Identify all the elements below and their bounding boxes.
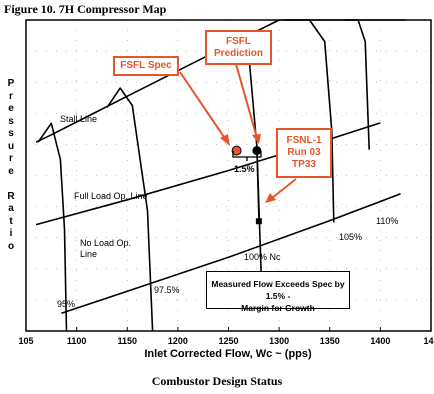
label-stall-line: Stall Line [60,114,97,124]
x-axis-label: Inlet Corrected Flow, Wc ~ (pps) [144,348,312,360]
label-speed-975: 97.5% [154,285,180,295]
series-line-full-load-op-line [35,122,381,226]
callout-arrowhead-spec [220,134,230,146]
x-tick-label: 1200 [168,336,188,346]
callout-fsfl-spec-text: FSFL Spec [120,60,172,71]
prediction-drop-line [256,150,260,222]
y-axis-label-char: t [9,215,13,227]
speed-line-110- [344,19,370,150]
x-tick-label: 1250 [218,336,238,346]
point-fsnl-run03 [255,218,262,225]
y-axis-label-char: r [9,153,13,164]
x-tick-label: 1150 [117,336,137,346]
label-margin: 1.5% [234,164,255,174]
margin-note-line1: Measured Flow Exceeds Spec by 1.5% - [211,279,345,301]
label-speed-95: 95% [57,299,75,309]
y-axis-label-char: e [8,165,14,177]
label-speed-100: 100% Nc [244,252,281,262]
x-ticks: 105 1100 1150 1200 1250 1300 1350 1400 145 [18,327,434,346]
x-tick-label: 145 [423,336,434,346]
x-tick-label: 1350 [320,336,340,346]
x-tick-label: 1100 [67,336,87,346]
callout-fsnl: FSNL-1 Run 03 TP33 [276,128,332,178]
speed-line-97-5- [106,87,154,332]
callout-fsfl-prediction-line2: Prediction [214,48,263,59]
label-no-load-1: No Load Op. [80,238,131,248]
x-tick-label: 105 [18,336,33,346]
callout-fsnl-line3: TP33 [292,159,316,170]
y-axis-label-char: s [8,128,14,139]
y-axis-label-char: R [7,190,15,202]
speed-line-105- [284,19,335,223]
series-line-no-load-op-line [61,193,401,315]
label-speed-110: 110% [376,216,398,226]
margin-bracket [232,151,262,161]
y-axis-label-char: u [7,140,15,152]
y-axis-label-char: e [8,103,14,114]
callout-arrowhead-fsnl [265,193,276,203]
x-tick-label: 1300 [269,336,289,346]
margin-note-line2: Margin for Growth [241,303,315,313]
figure-caption: Combustor Design Status [151,374,283,388]
y-axis-label-char: s [8,115,14,127]
callout-arrowhead-prediction [252,134,261,144]
callout-fsnl-line1: FSNL-1 [286,135,322,146]
y-axis-label-char: P [7,78,15,89]
markers [231,145,262,225]
point-fsfl-prediction [252,146,262,156]
callout-fsfl-prediction: FSFL Prediction [205,30,272,65]
margin-note-box: Measured Flow Exceeds Spec by 1.5% - Mar… [206,271,350,313]
callout-fsfl-prediction-line1: FSFL [226,36,251,47]
callout-fsfl-spec: FSFL Spec [113,56,179,76]
label-full-load: Full Load Op. Line [74,191,148,201]
callout-arrow-fsnl [271,178,297,199]
point-fsfl-spec [231,145,242,156]
label-speed-105: 105% [339,232,362,242]
y-axis-label-char: a [8,203,14,214]
label-no-load-2: Line [80,249,97,259]
y-axis-label-char: r [9,90,13,102]
callout-fsnl-line2: Run 03 [287,147,321,158]
figure-title: Figure 10. 7H Compressor Map [4,2,167,16]
y-axis-label-char: o [7,240,15,252]
speed-line-95- [37,122,68,332]
y-axis-label-char: i [9,228,13,239]
callout-arrow-prediction [235,63,258,139]
x-tick-label: 1400 [370,336,390,346]
callout-arrow-spec [179,71,227,141]
